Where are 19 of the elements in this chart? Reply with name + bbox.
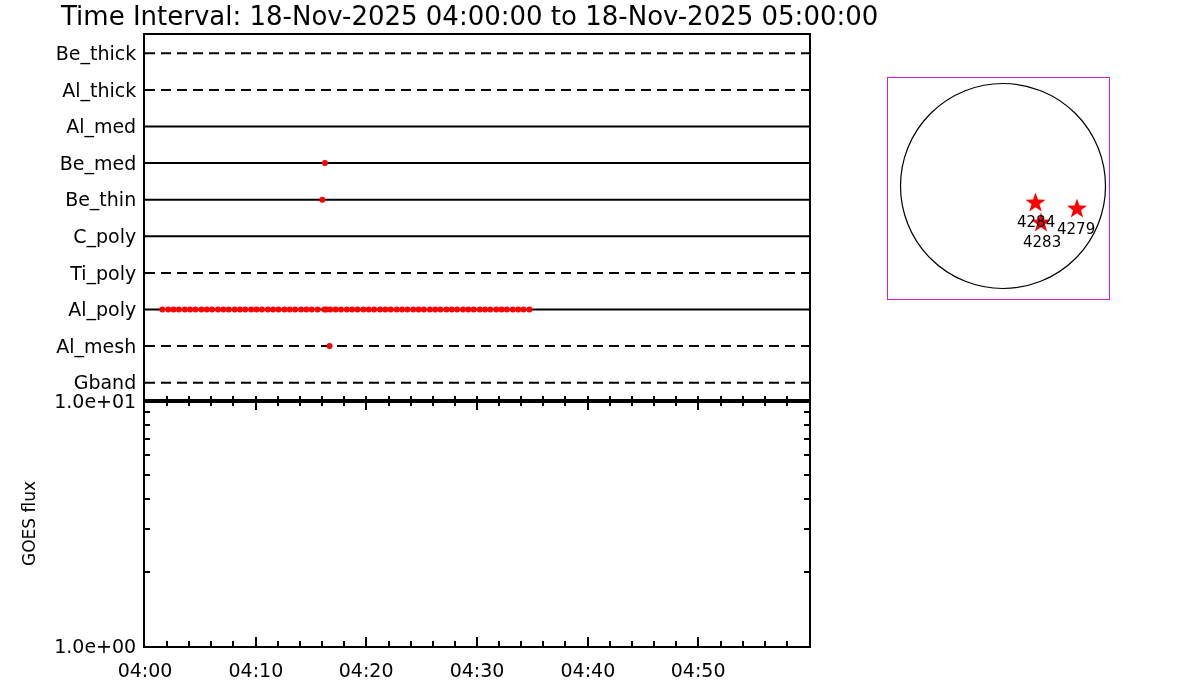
y-tick-label: Al_poly: [68, 298, 137, 322]
text: 4283: [1023, 233, 1062, 251]
y-tick-label: Be_med: [59, 151, 137, 175]
x-tick-label: 04:00: [117, 658, 173, 681]
y-tick-label: Be_thick: [55, 41, 137, 65]
y-tick-label: Ti_poly: [69, 261, 137, 285]
x-tick-label: 04:10: [228, 658, 284, 681]
chart-title: Time Interval: 18-Nov-2025 04:00:00 to 18-Nov-2025 05:00:00: [60, 1, 879, 31]
y-tick-label: Al_thick: [62, 78, 137, 102]
x-tick-label: 04:40: [560, 658, 616, 681]
x-tick-label: 04:30: [449, 658, 505, 681]
y-axis-title: GOES flux: [19, 480, 40, 567]
y-tick-label: C_poly: [73, 224, 137, 248]
y-tick-label: Al_med: [66, 115, 137, 139]
x-tick-label: 04:20: [338, 658, 394, 681]
y-tick-label: Al_mesh: [56, 334, 137, 358]
y-tick-label: Be_thin: [65, 188, 137, 212]
x-tick-label: 04:50: [670, 658, 726, 681]
y-tick-label: 1.0e+00: [54, 634, 137, 657]
